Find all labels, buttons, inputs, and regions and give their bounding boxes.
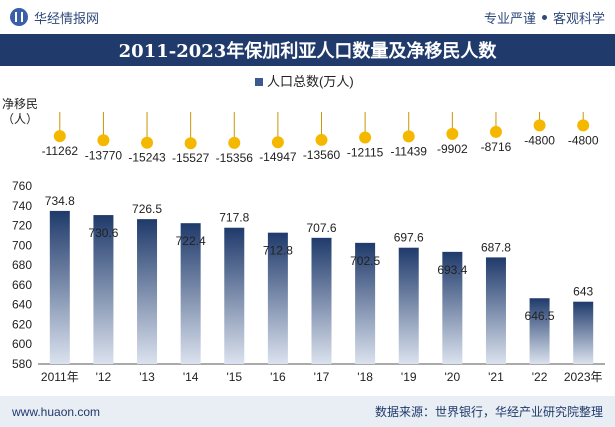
- y-tick-label: 740: [12, 199, 32, 213]
- y-tick-label: 620: [12, 317, 32, 331]
- footer-bar: www.huaon.com 数据来源：世界银行，华经产业研究院整理: [0, 396, 615, 427]
- brand-logo[interactable]: 华经情报网: [10, 8, 99, 27]
- net-migration-axis-label: 净移民 （人）: [2, 97, 38, 126]
- bar-value-label: 722.4: [176, 234, 206, 248]
- chart-title-bar: 2011-2023年保加利亚人口数量及净移民人数: [0, 34, 615, 66]
- x-axis: 2011年 '12 '13 '14 '15 '16 '17 '18 '19 '20 '21 '22 20…: [41, 370, 603, 384]
- y-tick-label: 600: [12, 337, 32, 351]
- separator-dot-icon: [541, 14, 547, 20]
- bar[interactable]: [355, 242, 376, 364]
- legend-swatch: [255, 78, 263, 86]
- tagline-left: 专业严谨: [483, 10, 536, 26]
- migration-value-label: -12115: [347, 146, 384, 160]
- legend-label: 人口总数(万人): [267, 74, 354, 89]
- tagline-right: 客观科学: [552, 10, 605, 26]
- x-tick-label: '13: [139, 370, 155, 384]
- x-tick-label: '15: [226, 370, 242, 384]
- migration-dot[interactable]: [271, 136, 284, 149]
- migration-dot[interactable]: [446, 127, 459, 140]
- bar-value-label: 712.8: [263, 244, 293, 258]
- migration-dot[interactable]: [97, 134, 110, 147]
- x-tick-label: '16: [270, 370, 286, 384]
- x-tick-label: '12: [96, 370, 112, 384]
- x-tick-label: '14: [183, 370, 199, 384]
- net-migration-label-line2: （人）: [2, 112, 38, 126]
- migration-dot[interactable]: [184, 137, 197, 150]
- chart-area: 人口总数(万人) 净移民 （人） -11262 -13770 -15243 -1552…: [2, 74, 605, 384]
- migration-value-label: -15527: [172, 151, 210, 165]
- net-migration-series: -11262 -13770 -15243 -15527 -15356 -14947 -135…: [42, 112, 599, 165]
- y-tick-label: 640: [12, 298, 32, 312]
- migration-value-label: -15243: [128, 151, 166, 165]
- y-tick-label: 700: [12, 238, 32, 252]
- migration-value-label: -8716: [481, 140, 512, 154]
- bar[interactable]: [529, 298, 550, 364]
- migration-dot[interactable]: [53, 130, 66, 143]
- y-tick-label: 680: [12, 258, 32, 272]
- top-bar: 华经情报网 专业严谨 客观科学: [0, 0, 615, 34]
- x-tick-label: '22: [532, 370, 548, 384]
- bar[interactable]: [137, 219, 158, 364]
- bar-value-label: 717.8: [219, 211, 249, 225]
- y-tick-label: 760: [12, 179, 32, 193]
- migration-dot[interactable]: [359, 131, 372, 144]
- footer-url[interactable]: www.huaon.com: [12, 404, 101, 419]
- bar[interactable]: [180, 223, 201, 364]
- migration-value-label: -13770: [85, 148, 123, 162]
- bar-value-label: 697.6: [394, 231, 424, 245]
- x-tick-label: 2011年: [41, 370, 79, 384]
- bar-value-label: 643: [573, 285, 593, 299]
- x-tick-label: 2023年: [564, 370, 603, 384]
- bar-value-label: 693.4: [437, 263, 467, 277]
- bar[interactable]: [311, 237, 332, 364]
- bar[interactable]: [485, 257, 506, 364]
- migration-value-label: -11262: [42, 144, 79, 158]
- bar[interactable]: [267, 232, 288, 364]
- y-tick-label: 660: [12, 278, 32, 292]
- migration-dot[interactable]: [577, 119, 590, 132]
- y-tick-label: 580: [12, 357, 32, 371]
- tagline: 专业严谨 客观科学: [484, 8, 605, 27]
- bar[interactable]: [398, 247, 419, 364]
- bar[interactable]: [573, 301, 594, 364]
- bar-value-label: 730.6: [88, 226, 118, 240]
- bar-value-label: 726.5: [132, 202, 162, 216]
- migration-value-label: -13560: [303, 148, 341, 162]
- net-migration-label-line1: 净移民: [2, 97, 38, 111]
- logo-icon: [10, 8, 28, 26]
- x-tick-label: '18: [357, 370, 373, 384]
- chart-title: 2011-2023年保加利亚人口数量及净移民人数: [118, 41, 497, 62]
- migration-value-label: -9902: [437, 142, 468, 156]
- migration-dot[interactable]: [533, 119, 546, 132]
- migration-value-label: -15356: [216, 151, 254, 165]
- bar-value-label: 707.6: [306, 221, 336, 235]
- migration-value-label: -4800: [568, 133, 599, 147]
- migration-dot[interactable]: [402, 130, 415, 143]
- x-tick-label: '17: [314, 370, 330, 384]
- legend: 人口总数(万人): [255, 74, 354, 89]
- bar-value-label: 734.8: [45, 194, 75, 208]
- bar[interactable]: [49, 210, 70, 364]
- footer-source: 数据来源：世界银行，华经产业研究院整理: [374, 405, 603, 419]
- brand-name: 华经情报网: [34, 10, 100, 26]
- x-tick-label: '21: [488, 370, 504, 384]
- y-tick-label: 720: [12, 219, 32, 233]
- migration-value-label: -11439: [390, 144, 427, 158]
- bar-value-label: 702.5: [350, 254, 380, 268]
- x-tick-label: '20: [445, 370, 461, 384]
- bar[interactable]: [224, 227, 245, 364]
- migration-value-label: -4800: [524, 133, 555, 147]
- bar[interactable]: [442, 251, 463, 364]
- bar-value-label: 687.8: [481, 240, 511, 254]
- migration-dot[interactable]: [489, 125, 502, 138]
- bar-value-label: 646.5: [525, 309, 555, 323]
- population-bars: 734.8 730.6 726.5 722.4 717.8 712.8 707.6 702.5…: [45, 194, 594, 364]
- bar[interactable]: [93, 215, 114, 364]
- migration-value-label: -14947: [259, 150, 297, 164]
- migration-dot[interactable]: [315, 133, 328, 146]
- migration-dot[interactable]: [228, 136, 241, 149]
- migration-dot[interactable]: [141, 136, 154, 149]
- x-tick-label: '19: [401, 370, 417, 384]
